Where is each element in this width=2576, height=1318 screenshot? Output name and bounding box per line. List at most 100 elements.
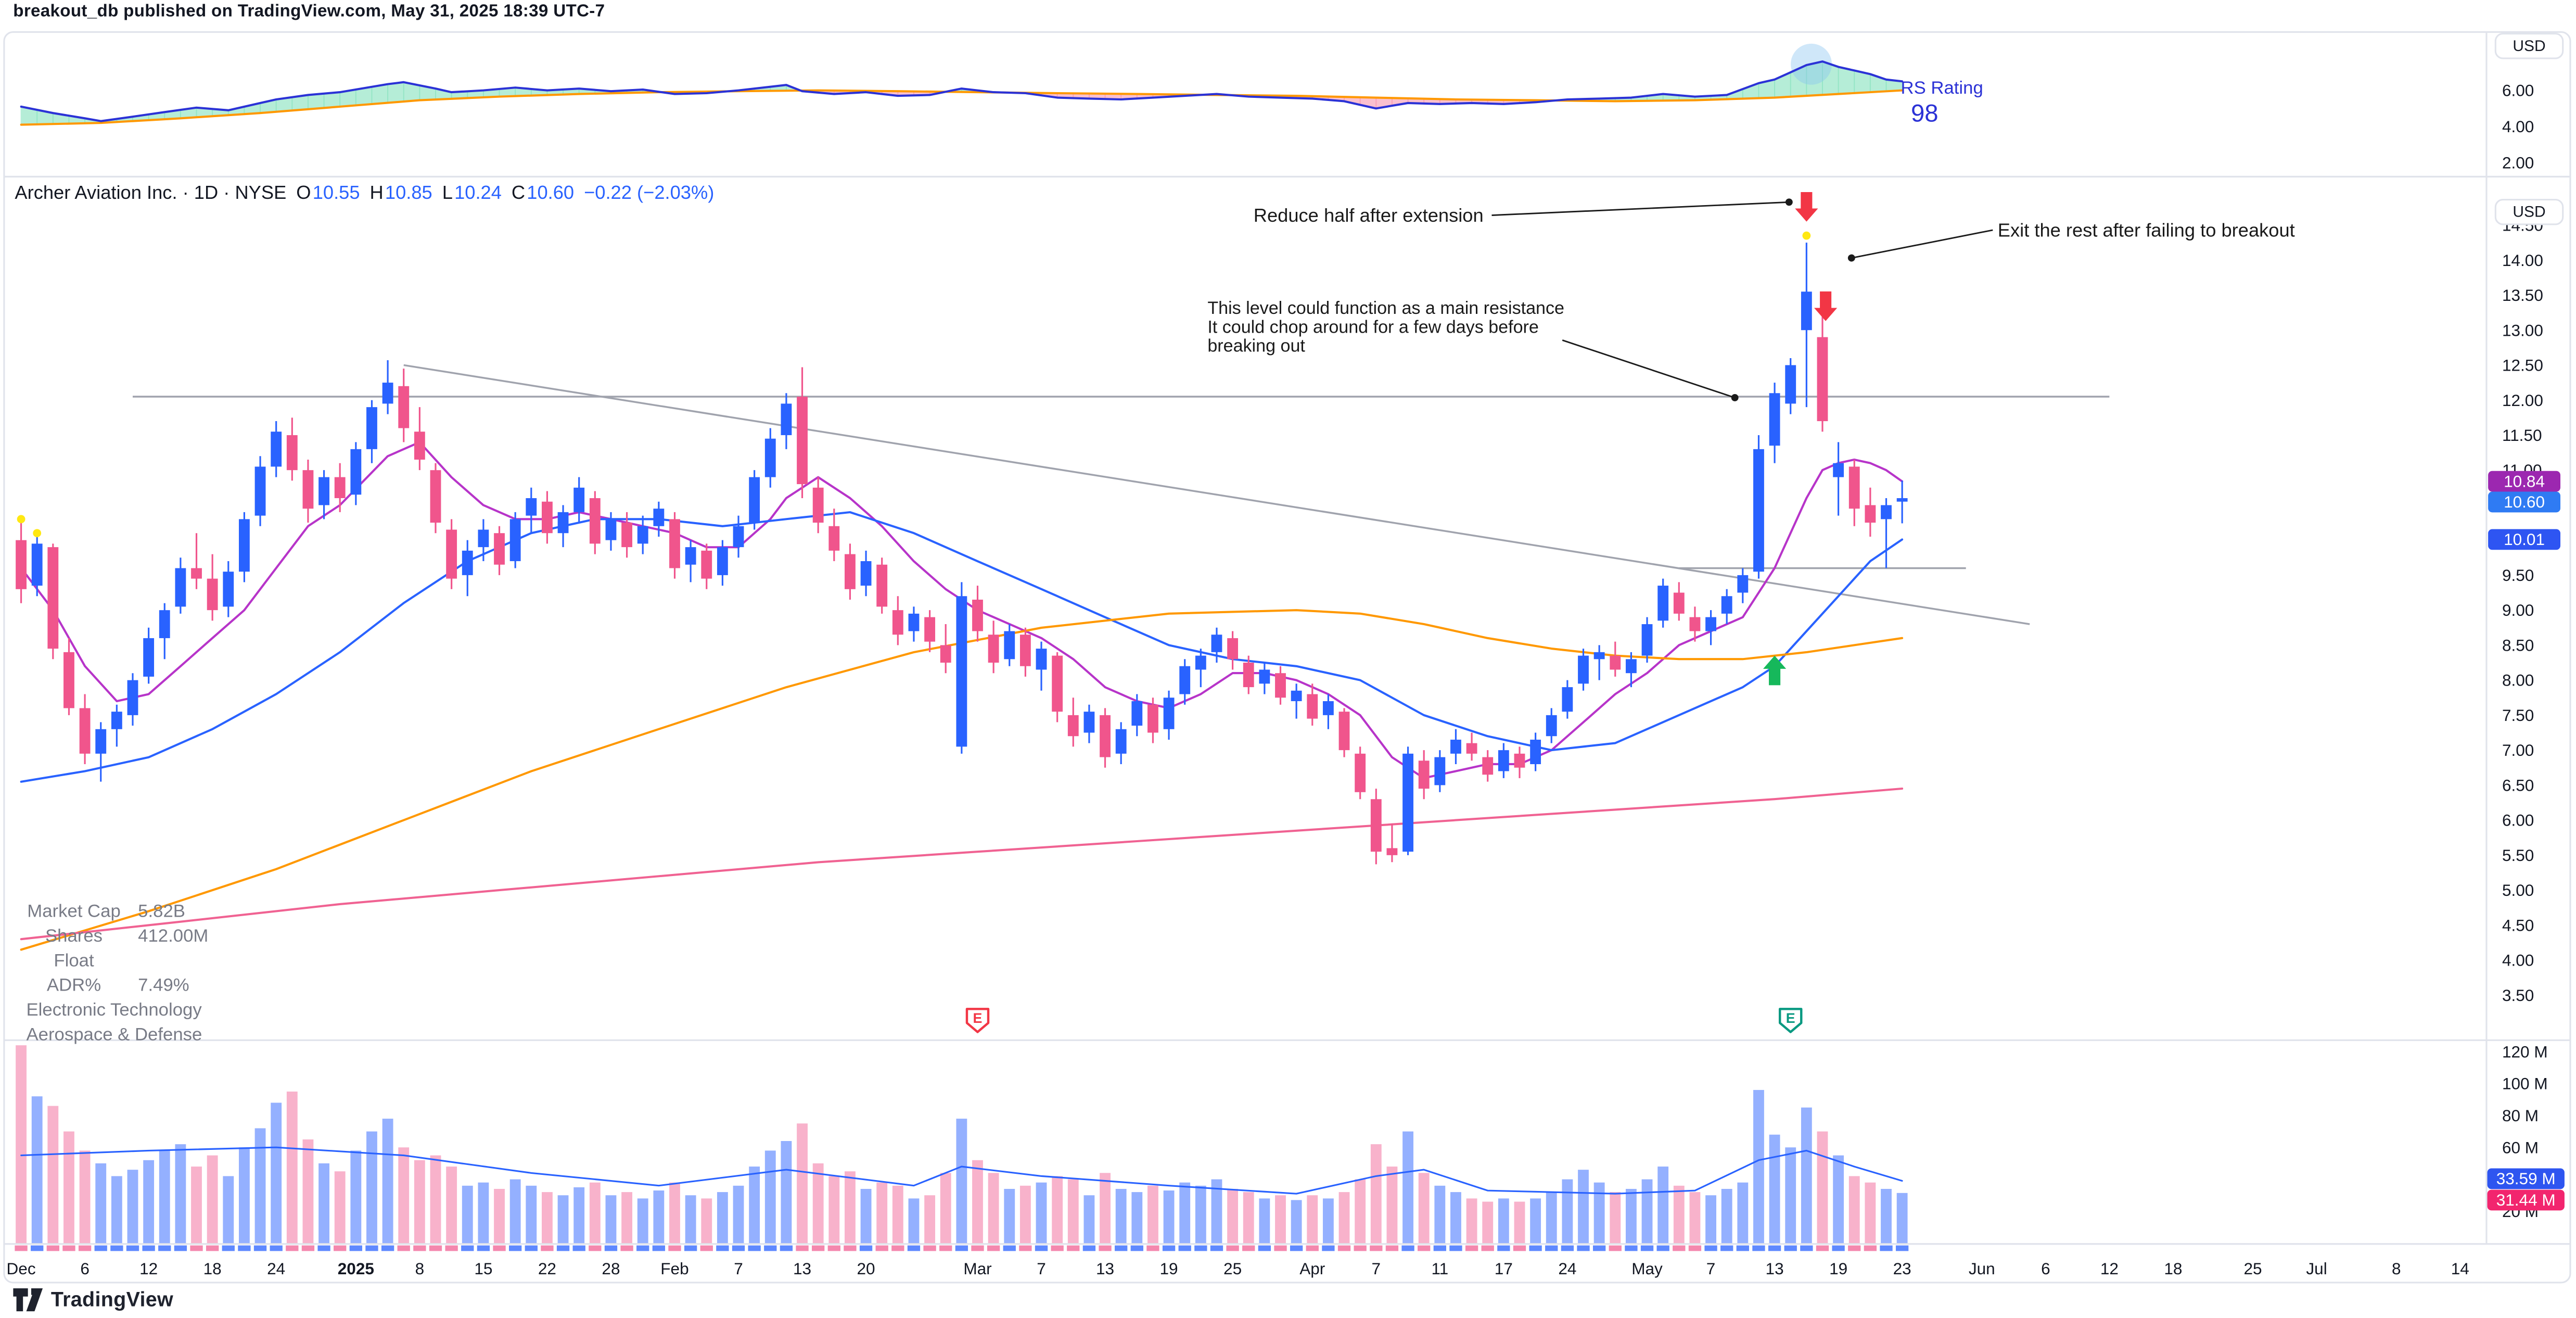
- svg-text:14.00: 14.00: [2502, 251, 2543, 270]
- svg-text:6: 6: [2041, 1259, 2050, 1278]
- svg-text:12: 12: [139, 1259, 158, 1278]
- svg-text:5.50: 5.50: [2502, 846, 2534, 865]
- signal-markers: [17, 192, 1838, 686]
- svg-text:10.84: 10.84: [2504, 472, 2545, 490]
- rs-currency-badge[interactable]: USD: [2494, 33, 2564, 59]
- sector-label: Electronic Technology: [26, 1001, 202, 1021]
- date-axis-labels: Dec 6 12 18 24 2025 8 15 22 28 Feb 7 13 20 Mar 7 13 19 25 A…: [7, 1259, 2469, 1278]
- rs-lines: [20, 60, 1904, 126]
- svg-text:15: 15: [474, 1259, 492, 1278]
- tradingview-logo-icon[interactable]: [13, 1288, 43, 1312]
- note-exit-rest[interactable]: Exit the rest after failing to breakout: [1998, 220, 2295, 241]
- main-currency-badge[interactable]: USD: [2494, 198, 2564, 225]
- svg-text:Dec: Dec: [7, 1259, 36, 1278]
- svg-text:2.00: 2.00: [2502, 154, 2534, 172]
- high-field: H 10.85: [369, 184, 432, 204]
- svg-text:8: 8: [2392, 1259, 2401, 1278]
- low-value: 10.24: [454, 184, 502, 204]
- rs-currency-badge-text: USD: [2513, 37, 2545, 55]
- svg-text:12: 12: [2100, 1259, 2119, 1278]
- rs-rating-value: 98: [1911, 100, 1939, 128]
- adr-value: 7.49%: [138, 977, 189, 996]
- svg-text:13: 13: [793, 1259, 811, 1278]
- svg-text:19: 19: [1829, 1259, 1847, 1278]
- svg-text:9.00: 9.00: [2502, 601, 2534, 619]
- footer-bar: TradingView: [13, 1288, 174, 1312]
- shares-float-row: Shares Float 412.00M: [27, 926, 209, 975]
- annotation-arrows: [1491, 198, 1993, 401]
- svg-text:4.00: 4.00: [2502, 951, 2534, 970]
- pane-borders: [5, 33, 2571, 1245]
- svg-text:May: May: [1631, 1259, 1663, 1278]
- tradingview-brand[interactable]: TradingView: [50, 1288, 174, 1312]
- svg-text:8: 8: [415, 1259, 425, 1278]
- svg-text:7: 7: [1706, 1259, 1716, 1278]
- publish-attribution-line: breakout_db published on TradingView.com…: [13, 2, 605, 22]
- price-axis-labels: 14.5014.0013.5013.0012.5012.0011.5011.00…: [2502, 216, 2543, 1005]
- note-resistance-line2[interactable]: It could chop around for a few days befo…: [1207, 317, 1539, 337]
- industry-label: Aerospace & Defense: [26, 1026, 202, 1046]
- candle-direction-strip: [15, 1245, 1909, 1251]
- svg-text:4.50: 4.50: [2502, 916, 2534, 934]
- svg-text:Feb: Feb: [660, 1259, 688, 1278]
- close-value: 10.60: [527, 184, 575, 204]
- note-resistance-line1[interactable]: This level could function as a main resi…: [1207, 298, 1564, 318]
- change-value: −0.22 (−2.03%): [584, 184, 715, 204]
- adr-row: ADR% 7.49%: [27, 975, 209, 1000]
- svg-text:25: 25: [1223, 1259, 1242, 1278]
- note-reduce-half[interactable]: Reduce half after extension: [1254, 205, 1484, 226]
- svg-text:24: 24: [1558, 1259, 1576, 1278]
- volume-bars: [16, 1045, 1908, 1244]
- svg-text:10.01: 10.01: [2504, 530, 2545, 549]
- svg-text:7.50: 7.50: [2502, 706, 2534, 725]
- svg-text:13: 13: [1096, 1259, 1114, 1278]
- volume-ma-line: [20, 1146, 1903, 1195]
- fundamentals-block: Market Cap 5.82B Shares Float 412.00M ADR%…: [27, 901, 209, 1049]
- svg-text:Jun: Jun: [1969, 1259, 1995, 1278]
- rs-axis-labels: 6.00 4.00 2.00: [2502, 81, 2534, 172]
- svg-text:6.00: 6.00: [2502, 81, 2534, 100]
- svg-text:9.50: 9.50: [2502, 566, 2534, 585]
- svg-text:60 M: 60 M: [2502, 1138, 2539, 1157]
- svg-text:Mar: Mar: [963, 1259, 991, 1278]
- svg-text:100 M: 100 M: [2502, 1074, 2548, 1093]
- svg-text:19: 19: [1160, 1259, 1178, 1278]
- svg-text:33.59 M: 33.59 M: [2496, 1169, 2556, 1188]
- svg-text:31.44 M: 31.44 M: [2496, 1190, 2556, 1209]
- svg-text:2025: 2025: [338, 1259, 374, 1278]
- note-resistance-line3[interactable]: breaking out: [1207, 336, 1305, 356]
- svg-text:4.00: 4.00: [2502, 117, 2534, 136]
- symbol-header: Archer Aviation Inc. · 1D · NYSE O 10.55 …: [15, 184, 714, 204]
- svg-text:25: 25: [2244, 1259, 2262, 1278]
- svg-text:18: 18: [2164, 1259, 2182, 1278]
- svg-text:18: 18: [203, 1259, 222, 1278]
- svg-text:E: E: [1786, 1010, 1795, 1026]
- market-cap-row: Market Cap 5.82B: [27, 901, 209, 926]
- svg-text:6.50: 6.50: [2502, 776, 2534, 794]
- chart-card: [3, 31, 2571, 1284]
- svg-text:7: 7: [734, 1259, 743, 1278]
- rs-rating-label: RS Rating: [1901, 78, 1983, 98]
- axis-price-badges: 10.84 10.60 10.01 33.59 M 31.44 M: [2487, 471, 2565, 1211]
- low-field: L 10.24: [442, 184, 502, 204]
- svg-text:6.00: 6.00: [2502, 811, 2534, 830]
- symbol-title[interactable]: Archer Aviation Inc. · 1D · NYSE: [15, 184, 287, 204]
- svg-text:12.50: 12.50: [2502, 356, 2543, 375]
- high-value: 10.85: [385, 184, 432, 204]
- main-currency-badge-text: USD: [2513, 204, 2545, 221]
- svg-text:24: 24: [267, 1259, 285, 1278]
- market-cap-value: 5.82B: [138, 902, 185, 922]
- svg-text:80 M: 80 M: [2502, 1106, 2539, 1125]
- svg-text:11: 11: [1431, 1259, 1448, 1278]
- svg-text:20: 20: [857, 1259, 875, 1278]
- svg-text:22: 22: [538, 1259, 556, 1278]
- open-field: O 10.55: [296, 184, 360, 204]
- svg-text:Apr: Apr: [1299, 1259, 1325, 1278]
- svg-text:3.50: 3.50: [2502, 986, 2534, 1005]
- svg-text:5.00: 5.00: [2502, 881, 2534, 899]
- svg-text:Jul: Jul: [2306, 1259, 2327, 1278]
- svg-text:13: 13: [1766, 1259, 1784, 1278]
